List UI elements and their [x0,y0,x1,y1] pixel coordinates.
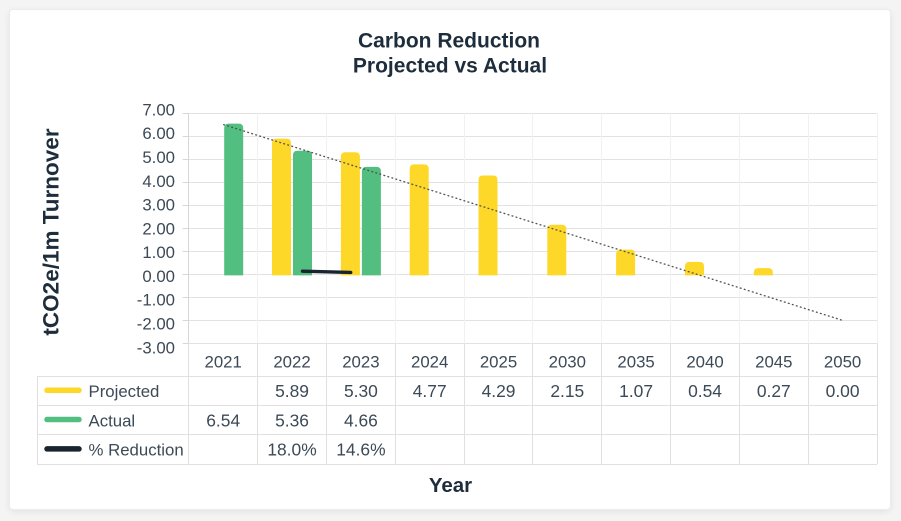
svg-text:0.54: 0.54 [688,381,722,401]
svg-text:Actual: Actual [89,411,136,430]
svg-text:5.36: 5.36 [275,410,309,430]
svg-text:2.15: 2.15 [550,381,584,401]
svg-text:Year: Year [429,474,472,497]
svg-text:3.00: 3.00 [142,196,175,215]
svg-text:2050: 2050 [824,353,861,372]
svg-text:-3.00: -3.00 [137,338,175,357]
svg-text:2021: 2021 [205,353,242,372]
svg-text:2030: 2030 [549,353,586,372]
svg-text:4.00: 4.00 [142,172,175,191]
svg-text:4.77: 4.77 [413,381,447,401]
svg-text:0.00: 0.00 [142,267,175,286]
svg-text:0.00: 0.00 [826,381,860,401]
svg-text:2025: 2025 [480,353,517,372]
svg-text:18.0%: 18.0% [267,440,316,460]
svg-text:1.07: 1.07 [619,381,653,401]
svg-text:Projected vs Actual: Projected vs Actual [353,55,547,78]
svg-text:5.89: 5.89 [275,381,309,401]
svg-text:2022: 2022 [273,353,310,372]
svg-text:6.54: 6.54 [206,410,240,430]
svg-text:14.6%: 14.6% [336,440,385,460]
svg-text:% Reduction: % Reduction [89,441,184,460]
svg-text:tCO2e/1m Turnover: tCO2e/1m Turnover [39,128,64,335]
svg-text:4.66: 4.66 [344,410,378,430]
svg-text:-2.00: -2.00 [137,315,175,334]
svg-text:-1.00: -1.00 [137,291,175,310]
svg-text:6.00: 6.00 [142,124,175,143]
svg-text:5.00: 5.00 [142,148,175,167]
svg-text:2023: 2023 [342,353,379,372]
svg-text:2045: 2045 [755,353,792,372]
svg-text:0.27: 0.27 [757,381,791,401]
svg-text:Carbon Reduction: Carbon Reduction [358,30,540,53]
svg-text:2.00: 2.00 [142,219,175,238]
svg-text:2040: 2040 [686,353,723,372]
svg-text:1.00: 1.00 [142,243,175,262]
svg-text:5.30: 5.30 [344,381,378,401]
svg-text:4.29: 4.29 [482,381,516,401]
svg-text:Projected: Projected [89,382,160,401]
svg-text:7.00: 7.00 [142,100,175,119]
svg-text:2024: 2024 [411,353,448,372]
svg-text:2035: 2035 [617,353,654,372]
